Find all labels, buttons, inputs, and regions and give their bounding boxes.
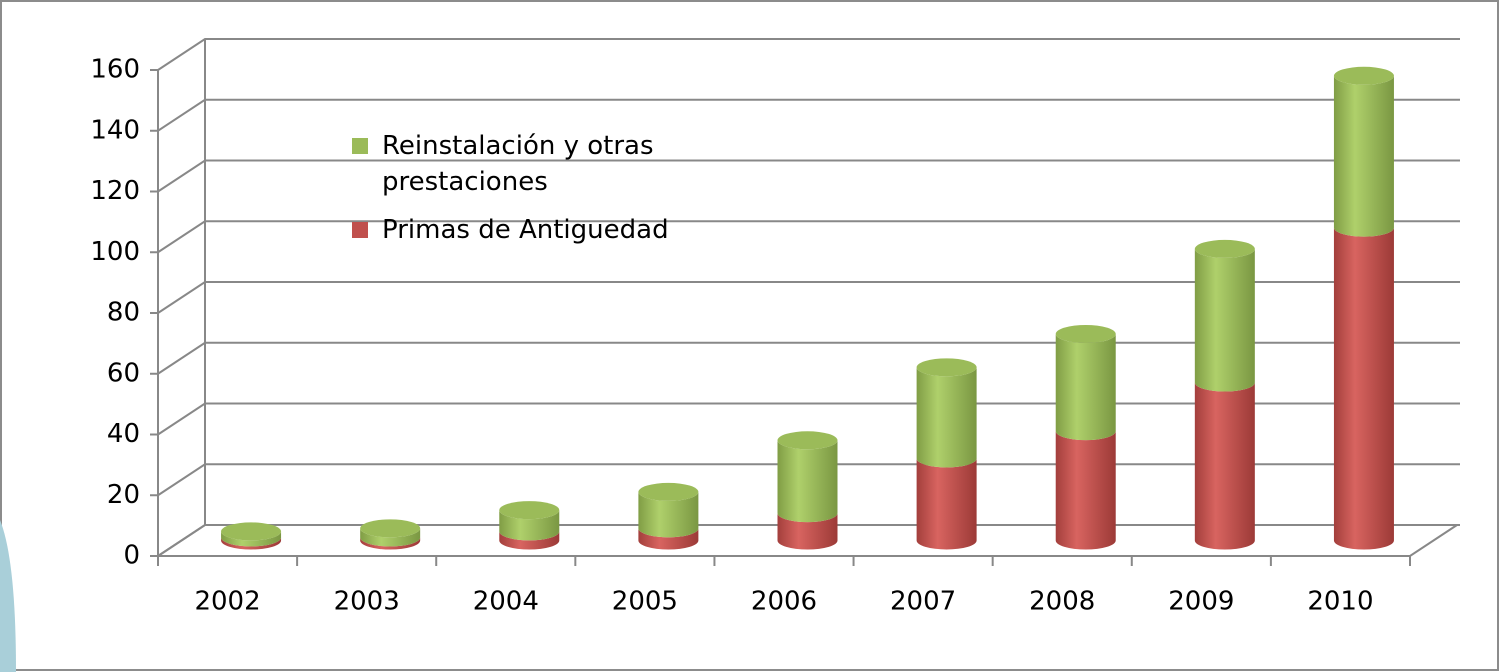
- bar-segment: [638, 482, 699, 538]
- y-tick-label: 80: [107, 298, 140, 328]
- decoration: [0, 520, 16, 672]
- cylinder-body: [777, 440, 838, 523]
- x-tick-label: 2008: [1029, 587, 1095, 617]
- x-tick-label: 2003: [334, 587, 400, 617]
- bar-segment: [1055, 324, 1116, 441]
- grid-line: [157, 159, 1460, 193]
- cylinder-top: [1333, 66, 1394, 85]
- y-tick-label: 160: [90, 55, 140, 85]
- cylinder-top: [916, 358, 977, 377]
- x-tick-label: 2007: [890, 587, 956, 617]
- cylinder-top: [777, 431, 838, 450]
- x-tick-label: 2005: [612, 587, 678, 617]
- legend-item: Reinstalación y otras prestaciones: [352, 128, 692, 200]
- bar-segment: [1055, 431, 1116, 550]
- x-tick-label: 2002: [194, 587, 260, 617]
- bar-segment: [1333, 66, 1394, 237]
- y-tick-label: 40: [107, 419, 140, 449]
- cylinder-top: [1055, 324, 1116, 343]
- cylinder-body: [916, 367, 977, 468]
- cylinder-body: [360, 537, 421, 550]
- cylinder-body: [1333, 75, 1394, 237]
- bar-segment: [360, 519, 421, 547]
- bar-segment: [638, 528, 699, 550]
- legend-label: Primas de Antiguedad: [382, 215, 669, 245]
- cylinder-body: [1055, 333, 1116, 441]
- legend-item: Primas de Antiguedad: [352, 212, 692, 248]
- bar-segment: [499, 531, 560, 550]
- bar-segment: [916, 458, 977, 550]
- cylinder-body: [638, 491, 699, 538]
- cylinder-body: [221, 531, 282, 547]
- bar-segment: [777, 431, 838, 523]
- cylinder-body: [777, 513, 838, 550]
- cylinder-body: [638, 528, 699, 550]
- legend-swatch: [352, 222, 368, 238]
- x-tick-label: 2009: [1168, 587, 1234, 617]
- cylinder-top: [221, 522, 282, 541]
- y-tick-label: 60: [107, 358, 140, 388]
- cylinder-top: [1194, 239, 1255, 258]
- x-tick-label: 2010: [1307, 587, 1373, 617]
- bar-segment: [1194, 382, 1255, 550]
- cylinder-body: [221, 537, 282, 550]
- cylinder-top: [499, 501, 560, 520]
- bar-segment: [221, 537, 282, 550]
- legend: Reinstalación y otras prestaciones Primas…: [352, 128, 692, 248]
- bar-segment: [499, 501, 560, 541]
- grid-line: [157, 463, 1460, 497]
- cylinder-body: [1055, 431, 1116, 550]
- legend-swatch: [352, 138, 368, 154]
- cylinder-top: [360, 519, 421, 538]
- cylinder-body: [1194, 382, 1255, 550]
- bar-segment: [777, 513, 838, 550]
- cylinder-body: [360, 528, 421, 547]
- cylinder-top: [638, 482, 699, 501]
- grid-line: [157, 402, 1460, 436]
- bar-segment: [1333, 227, 1394, 550]
- grid-line: [157, 524, 1460, 557]
- grid-line: [157, 281, 1460, 314]
- y-tick-label: 100: [90, 237, 140, 267]
- x-tick-label: 2004: [473, 587, 539, 617]
- grid-line: [157, 38, 1460, 71]
- grid-line: [157, 98, 1460, 132]
- bar-segment: [221, 522, 282, 547]
- cylinder-body: [916, 458, 977, 550]
- grid-line: [157, 220, 1460, 254]
- y-tick-label: 120: [90, 176, 140, 206]
- cylinder-body: [499, 531, 560, 550]
- grid-line: [157, 341, 1460, 375]
- bar-segment: [1194, 239, 1255, 392]
- bar-segment: [360, 537, 421, 550]
- cylinder-body: [1333, 227, 1394, 550]
- cylinder-body: [1194, 248, 1255, 392]
- legend-label: Reinstalación y otras prestaciones: [382, 131, 654, 197]
- y-tick-label: 0: [123, 541, 140, 571]
- x-tick-label: 2006: [751, 587, 817, 617]
- bar-segment: [916, 358, 977, 468]
- y-tick-label: 140: [90, 115, 140, 145]
- cylinder-body: [499, 510, 560, 541]
- y-tick-label: 20: [107, 480, 140, 510]
